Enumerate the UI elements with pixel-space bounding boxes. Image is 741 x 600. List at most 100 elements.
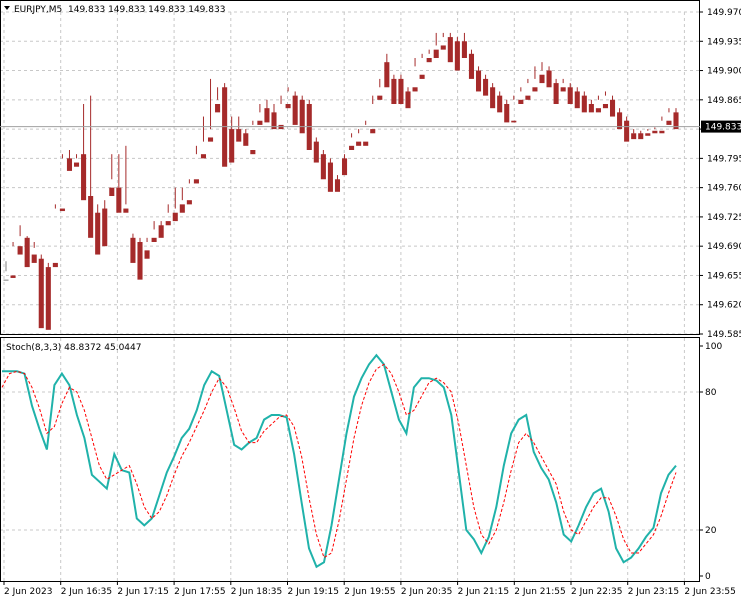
price-tick-label: 149.620 <box>707 301 741 311</box>
candle-body <box>384 62 390 88</box>
candle-body <box>433 49 439 58</box>
time-tick-label: 2 Jun 20:35 <box>401 587 452 597</box>
candle-body <box>3 279 9 281</box>
candle-body <box>95 212 101 255</box>
candle-body <box>461 41 467 58</box>
candle-body <box>356 141 362 146</box>
price-tick-label: 149.935 <box>707 37 741 47</box>
time-tick-label: 2 Jun 21:55 <box>514 587 565 597</box>
candle-body <box>426 58 432 63</box>
stoch-main-line <box>2 353 677 569</box>
candle-body <box>377 95 383 100</box>
candle-body <box>186 200 192 205</box>
time-tick-label: 2 Jun 17:55 <box>174 587 225 597</box>
time-axis: 2 Jun 2023 2 Jun 16:35 2 Jun 17:15 2 Jun 17… <box>3 581 736 597</box>
candle-body <box>123 208 129 213</box>
time-tick-label: 2 Jun 21:15 <box>458 587 509 597</box>
candle-body <box>419 74 425 79</box>
candle-body <box>341 158 348 176</box>
candle-body <box>609 99 616 117</box>
candle-body <box>264 108 270 123</box>
price-tick-label: 149.970 <box>707 8 741 18</box>
stoch-signal-line <box>1 363 677 559</box>
candle-body <box>165 221 171 226</box>
candle-body <box>440 45 446 50</box>
time-tick-label: 2 Jun 23:55 <box>684 587 735 597</box>
price-tick-label: 149.585 <box>707 330 741 340</box>
candle-body <box>638 133 644 140</box>
stoch-indicator-label: Stoch(8,3,3) 48.8372 45.0447 <box>6 343 141 353</box>
candle-body <box>10 275 16 278</box>
candle-body <box>631 133 637 140</box>
candle-body <box>24 237 30 268</box>
candle-body <box>475 70 482 92</box>
stoch-tick-label: 20 <box>705 526 717 536</box>
time-tick-label: 2 Jun 17:15 <box>117 587 168 597</box>
candle-body <box>59 208 65 212</box>
candle-body <box>546 70 552 88</box>
candle-body <box>236 129 242 142</box>
price-tick-label: 149.900 <box>707 67 741 77</box>
candle-body <box>144 250 150 259</box>
candle-body <box>130 237 136 263</box>
candle-body <box>363 141 369 146</box>
candle-body <box>581 95 587 113</box>
candle-body <box>645 133 651 136</box>
price-tick-label: 149.795 <box>707 154 741 164</box>
candle-body <box>250 150 256 155</box>
candle-body <box>320 154 326 180</box>
time-tick-label: 2 Jun 23:15 <box>628 587 679 597</box>
candle-body <box>539 74 545 84</box>
time-tick-label: 2 Jun 16:35 <box>61 587 112 597</box>
price-tick-label: 149.725 <box>707 213 741 223</box>
candle-body <box>349 145 355 150</box>
candle-body <box>454 41 460 71</box>
candle-body <box>137 242 143 280</box>
candle-body <box>73 162 80 167</box>
candle-body <box>532 87 538 92</box>
time-tick-label: 2 Jun 19:15 <box>288 587 339 597</box>
candle-body <box>158 225 164 238</box>
candle-body <box>257 120 263 125</box>
price-tick-label: 149.655 <box>707 271 741 281</box>
price-tick-label: 149.865 <box>707 96 741 106</box>
candle-body <box>588 104 594 113</box>
candle-body <box>511 120 517 123</box>
candle-body <box>659 130 665 134</box>
candle-body <box>574 91 580 109</box>
candle-body <box>405 91 411 109</box>
candle-body <box>398 78 404 104</box>
candle-body <box>215 104 221 113</box>
price-panel-frame <box>0 0 700 335</box>
candle-body <box>567 87 573 104</box>
current-price-tag: 149.833 <box>701 120 741 133</box>
stoch-tick-label: 0 <box>705 572 711 582</box>
candle-body <box>102 208 108 247</box>
candle-body <box>151 237 157 242</box>
candle-body <box>193 179 199 184</box>
stoch-panel-frame <box>0 337 700 582</box>
price-header: EURJPY,M5 149.833 149.833 149.833 149.83… <box>4 5 225 15</box>
candle-body <box>652 130 658 134</box>
candle-body <box>17 246 23 255</box>
dropdown-arrow-icon[interactable] <box>4 6 10 10</box>
candle-body <box>66 158 73 171</box>
candle-body <box>666 120 672 125</box>
candle-body <box>560 87 566 92</box>
candle-body <box>553 83 559 104</box>
candle-body <box>673 112 679 130</box>
candle-body <box>447 37 453 63</box>
candle-body <box>88 196 94 238</box>
candle-body <box>602 104 609 109</box>
candle-body <box>116 187 122 213</box>
time-tick-label: 2 Jun 19:55 <box>344 587 395 597</box>
candle-body <box>490 87 496 109</box>
candle-body <box>45 267 51 330</box>
price-tick-label: 149.690 <box>707 242 741 252</box>
svg-text:149.833: 149.833 <box>705 123 741 133</box>
candle-body <box>292 95 298 125</box>
candle-body <box>412 87 418 92</box>
time-tick-label: 2 Jun 18:35 <box>231 587 282 597</box>
